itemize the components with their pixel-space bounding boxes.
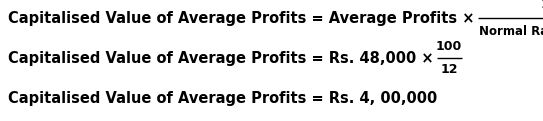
- Text: 12: 12: [440, 63, 458, 76]
- Text: Capitalised Value of Average Profits = Rs. 48,000 ×: Capitalised Value of Average Profits = R…: [8, 50, 434, 65]
- Text: Capitalised Value of Average Profits = Average Profits ×: Capitalised Value of Average Profits = A…: [8, 11, 475, 26]
- Text: 100: 100: [436, 40, 462, 53]
- Text: Normal Rate of Return: Normal Rate of Return: [479, 25, 543, 38]
- Text: 100: 100: [541, 0, 543, 11]
- Text: Capitalised Value of Average Profits = Rs. 4, 00,000: Capitalised Value of Average Profits = R…: [8, 91, 437, 106]
